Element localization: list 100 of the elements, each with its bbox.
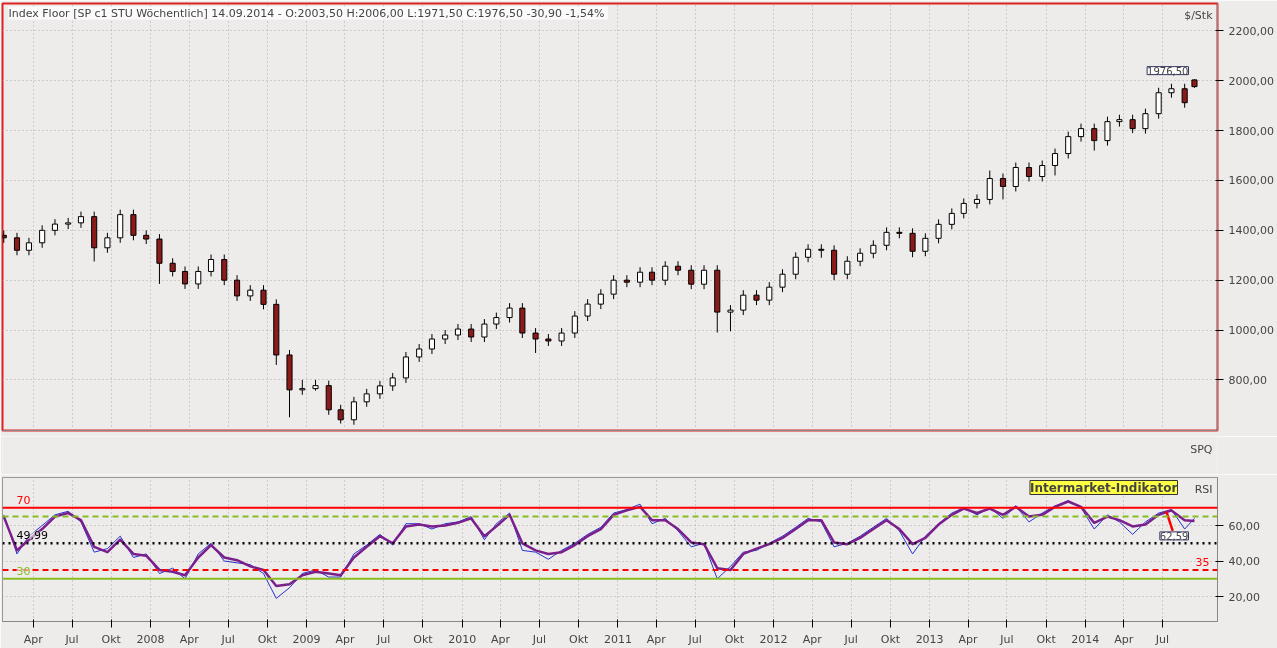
ref-line-label: 49,99 (16, 529, 48, 543)
candlestick (402, 351, 409, 384)
candlestick (674, 260, 682, 276)
x-tick-label: Okt (724, 632, 745, 646)
x-tick-label: Jul (687, 632, 702, 646)
y-tick-label: 1400,00 (1228, 224, 1274, 238)
candlestick (1155, 87, 1162, 120)
x-tick-label: Apr (179, 632, 200, 646)
x-tick-label: Apr (646, 632, 667, 646)
candlestick (1104, 116, 1111, 147)
candlestick (337, 404, 344, 425)
x-tick-label: Okt (101, 632, 122, 646)
y-tick-label: 1200,00 (1228, 274, 1274, 288)
candlestick (1142, 108, 1149, 135)
x-tick-label: Jul (64, 632, 79, 646)
candlestick (637, 266, 644, 288)
candlestick (532, 327, 539, 354)
x-tick-label: Okt (568, 632, 590, 646)
chart-title: Index Floor [SP c1 STU Wöchentlich] 14.09.2014 - O:2003,50 H:2006,00 L:1971,50 C:1976,50 -30,90 -1,54% (8, 6, 605, 20)
text: SPQ (1190, 442, 1213, 456)
candlestick (986, 170, 993, 205)
candlestick (844, 255, 851, 280)
x-tick-label: Jul (843, 632, 858, 646)
y-tick-label: 1600,00 (1228, 174, 1274, 188)
candlestick (597, 288, 604, 310)
x-tick-label: Okt (257, 632, 278, 646)
candlestick (818, 243, 825, 259)
x-tick-label: Apr (23, 632, 44, 646)
x-tick-label: Jul (376, 632, 391, 646)
candlestick (662, 260, 669, 286)
candlestick (260, 284, 267, 310)
candlestick (960, 197, 967, 219)
y-tick-label: 60,00 (1228, 519, 1260, 533)
x-tick-label: 2012 (759, 632, 788, 646)
candlestick (39, 224, 46, 249)
candlestick (779, 268, 786, 293)
candlestick (883, 226, 890, 251)
x-tick-label: Jul (220, 632, 235, 646)
candlestick (1039, 160, 1046, 182)
candlestick (234, 274, 241, 302)
x-tick-label: Jul (999, 632, 1014, 646)
candlestick (1025, 162, 1033, 182)
y-axis-title: RSI (1194, 482, 1213, 496)
candlestick (1012, 162, 1019, 192)
candlestick (805, 243, 812, 263)
candlestick (831, 244, 838, 281)
y-tick-label: 800,00 (1228, 373, 1267, 387)
candlestick (973, 193, 981, 209)
candlestick (792, 251, 799, 280)
y-tick-label: 40,00 (1228, 555, 1260, 569)
candlestick (454, 323, 462, 341)
candlestick (1051, 148, 1059, 176)
annotation: 1976,50 (1147, 65, 1189, 77)
candlestick (350, 396, 357, 426)
candlestick (584, 298, 591, 322)
x-tick-label: Apr (491, 632, 511, 646)
x-tick-label: Apr (802, 632, 823, 646)
candlestick (207, 254, 215, 277)
x-tick-label: Apr (1114, 632, 1134, 646)
candlestick (481, 318, 488, 343)
candlestick (77, 211, 85, 229)
candlestick (700, 264, 708, 290)
candlestick (857, 247, 864, 267)
candlestick (1091, 123, 1098, 152)
candlestick (935, 218, 942, 244)
y-tick-label: 1800,00 (1228, 124, 1274, 138)
y-tick-label: 20,00 (1228, 590, 1260, 604)
x-tick-label: Okt (880, 632, 901, 646)
candlestick (117, 209, 124, 244)
candlestick (506, 302, 513, 324)
candlestick (169, 257, 176, 277)
ref-line-label: 70 (16, 493, 31, 507)
y-tick-label: 2200,00 (1228, 24, 1274, 38)
candlestick (948, 207, 955, 230)
candlestick (1129, 114, 1136, 134)
candlestick (688, 264, 695, 290)
candlestick (766, 281, 773, 306)
candlestick (909, 227, 916, 258)
x-tick-label: Apr (958, 632, 979, 646)
candlestick (740, 289, 747, 316)
candlestick (130, 209, 137, 241)
candlestick (648, 266, 656, 286)
x-tick-label: Jul (1154, 632, 1170, 646)
candlestick (13, 232, 21, 256)
candlestick (428, 333, 436, 355)
candlestick (104, 232, 111, 254)
x-tick-label: 2011 (603, 632, 632, 646)
candlestick (999, 173, 1007, 200)
x-tick-label: Okt (1036, 632, 1057, 646)
candlestick (221, 254, 228, 286)
candlestick (25, 237, 32, 256)
candlestick (1077, 123, 1085, 143)
x-tick-label: 2014 (1071, 632, 1100, 646)
candlestick (571, 310, 578, 339)
x-tick-label: Jul (531, 632, 547, 646)
candlestick (195, 265, 202, 290)
candlestick (610, 274, 617, 300)
candlestick (922, 232, 929, 257)
candlestick (1065, 131, 1072, 160)
x-tick-label: 2008 (136, 632, 165, 646)
